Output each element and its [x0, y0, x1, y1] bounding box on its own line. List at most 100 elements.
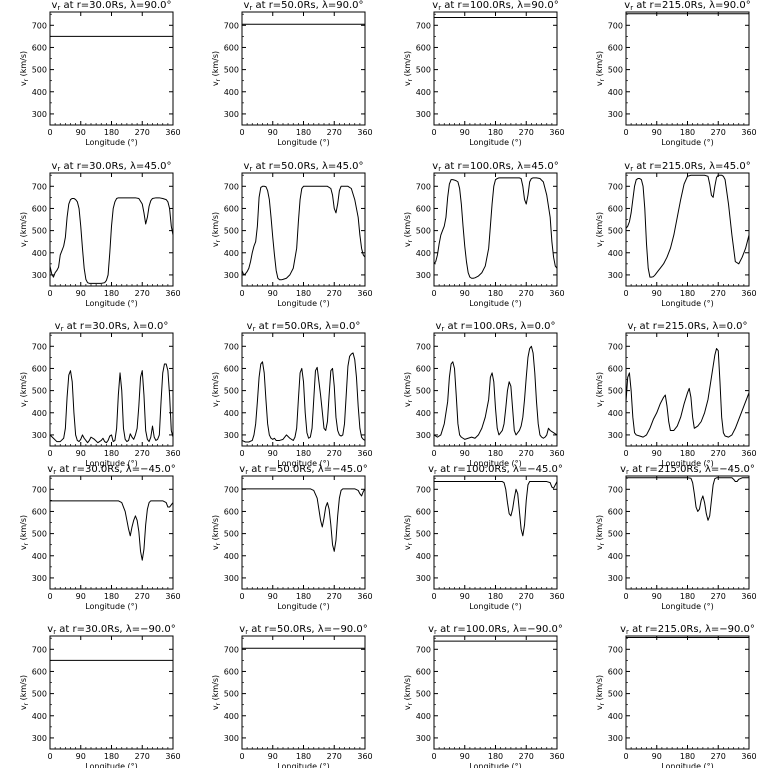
y-tick-label: 300: [224, 431, 239, 440]
x-tick-label: 360: [165, 449, 180, 458]
series-line: [433, 177, 558, 279]
x-axis-label: Longitude (°): [277, 138, 330, 147]
x-axis-label: Longitude (°): [85, 602, 138, 611]
x-tick-label: 90: [460, 128, 470, 137]
chart-panel: vr at r=50.0Rs, λ=45.0° 0 90 180 270 360 300 40…: [211, 161, 373, 308]
x-tick-label: 0: [47, 752, 52, 761]
x-tick-label: 270: [711, 752, 726, 761]
chart-panel: vr at r=100.0Rs, λ=0.0° 0 90 180 270 360 300 40…: [403, 321, 565, 468]
y-tick-label: 400: [416, 409, 431, 418]
chart-title: vr at r=50.0Rs, λ=45.0°: [243, 161, 363, 173]
x-tick-label: 270: [327, 752, 342, 761]
x-axis-label: Longitude (°): [277, 459, 330, 468]
x-tick-label: 360: [357, 752, 372, 761]
chart-title: vr at r=215.0Rs, λ=45.0°: [624, 161, 750, 173]
y-tick-label: 700: [416, 645, 431, 654]
chart-title: vr at r=100.0Rs, λ=−45.0°: [428, 464, 563, 476]
y-tick-label: 600: [416, 667, 431, 676]
x-tick-label: 180: [296, 289, 311, 298]
x-tick-label: 180: [104, 128, 119, 137]
plot-frame: [433, 635, 558, 750]
y-tick-label: 400: [224, 712, 239, 721]
chart-title: vr at r=50.0Rs, λ=−90.0°: [239, 624, 367, 636]
chart-title: vr at r=215.0Rs, λ=−90.0°: [620, 624, 755, 636]
y-axis-label: vr (km/s): [595, 515, 606, 550]
x-tick-label: 0: [431, 449, 436, 458]
y-tick-label: 400: [608, 88, 623, 97]
y-tick-label: 500: [224, 387, 239, 396]
series-line: [241, 352, 366, 443]
y-axis-label: vr (km/s): [403, 212, 414, 247]
x-tick-label: 90: [76, 449, 86, 458]
series-line: [626, 477, 749, 521]
x-tick-label: 0: [239, 128, 244, 137]
y-tick-label: 500: [416, 227, 431, 236]
y-axis-label: vr (km/s): [595, 675, 606, 710]
y-tick-label: 400: [32, 409, 47, 418]
x-tick-label: 0: [623, 289, 628, 298]
x-tick-label: 180: [104, 289, 119, 298]
y-tick-label: 300: [608, 431, 623, 440]
plot-frame: [433, 11, 558, 126]
chart-panel: vr at r=100.0Rs, λ=45.0° 0 90 180 270 360 300 4…: [403, 161, 565, 308]
y-tick-label: 300: [32, 574, 47, 583]
chart-panel: vr at r=215.0Rs, λ=90.0° 0 90 180 270 360 300 4…: [595, 0, 757, 147]
y-tick-label: 600: [224, 43, 239, 52]
y-tick-label: 700: [608, 21, 623, 30]
chart-panel: vr at r=100.0Rs, λ=−90.0° 0 90 180 270 360 300…: [403, 624, 565, 771]
x-axis-label: Longitude (°): [85, 299, 138, 308]
x-tick-label: 360: [549, 289, 564, 298]
y-tick-label: 600: [416, 204, 431, 213]
chart-panel: vr at r=30.0Rs, λ=45.0° 0 90 180 270 360 300 40…: [19, 161, 181, 308]
x-tick-label: 180: [488, 289, 503, 298]
y-axis-label: vr (km/s): [403, 675, 414, 710]
x-tick-label: 360: [549, 128, 564, 137]
x-axis-label: Longitude (°): [469, 299, 522, 308]
chart-title: vr at r=100.0Rs, λ=−90.0°: [428, 624, 563, 636]
y-tick-label: 400: [416, 712, 431, 721]
y-tick-label: 500: [32, 227, 47, 236]
y-tick-label: 700: [608, 182, 623, 191]
plot-frame: [625, 635, 750, 750]
series-line: [242, 488, 366, 552]
y-tick-label: 500: [608, 690, 623, 699]
x-tick-label: 0: [239, 752, 244, 761]
chart-title: vr at r=30.0Rs, λ=0.0°: [55, 321, 169, 333]
x-tick-label: 270: [135, 752, 150, 761]
chart-panel: vr at r=50.0Rs, λ=0.0° 0 90 180 270 360 300 400…: [211, 321, 373, 468]
y-axis-label: vr (km/s): [595, 51, 606, 86]
x-tick-label: 180: [680, 449, 695, 458]
chart-panel: vr at r=30.0Rs, λ=−90.0° 0 90 180 270 360 300 4…: [19, 624, 181, 771]
x-tick-label: 90: [652, 752, 662, 761]
x-tick-label: 90: [268, 592, 278, 601]
x-tick-label: 0: [623, 128, 628, 137]
y-tick-label: 400: [608, 552, 623, 561]
chart-panel: vr at r=30.0Rs, λ=90.0° 0 90 180 270 360 300 40…: [19, 0, 181, 147]
x-tick-label: 270: [711, 592, 726, 601]
x-tick-label: 270: [135, 289, 150, 298]
x-tick-label: 0: [239, 289, 244, 298]
y-tick-label: 400: [608, 712, 623, 721]
y-tick-label: 300: [416, 574, 431, 583]
chart-panel: vr at r=215.0Rs, λ=45.0° 0 90 180 270 360 300 4…: [595, 161, 757, 308]
x-tick-label: 270: [519, 289, 534, 298]
x-axis-label: Longitude (°): [661, 299, 714, 308]
x-tick-label: 270: [519, 449, 534, 458]
chart-panel: vr at r=100.0Rs, λ=−45.0° 0 90 180 270 360 300…: [403, 464, 565, 611]
x-axis-label: Longitude (°): [85, 459, 138, 468]
y-tick-label: 600: [608, 667, 623, 676]
chart-title: vr at r=30.0Rs, λ=45.0°: [51, 161, 171, 173]
x-tick-label: 0: [47, 289, 52, 298]
x-tick-label: 90: [460, 449, 470, 458]
y-tick-label: 600: [416, 43, 431, 52]
x-tick-label: 180: [488, 128, 503, 137]
y-axis-label: vr (km/s): [211, 675, 222, 710]
y-tick-label: 400: [608, 409, 623, 418]
y-tick-label: 500: [32, 690, 47, 699]
y-tick-label: 400: [224, 409, 239, 418]
x-tick-label: 180: [680, 752, 695, 761]
x-tick-label: 360: [741, 752, 756, 761]
y-tick-label: 700: [224, 645, 239, 654]
chart-title: vr at r=50.0Rs, λ=0.0°: [247, 321, 361, 333]
x-axis-label: Longitude (°): [661, 459, 714, 468]
